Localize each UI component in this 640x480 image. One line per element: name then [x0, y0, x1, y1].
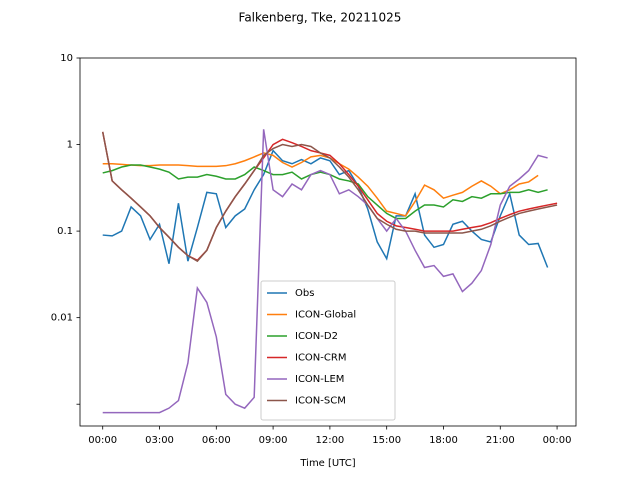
x-tick-label: 06:00 — [202, 435, 231, 446]
x-axis-label: Time [UTC] — [299, 458, 355, 469]
x-tick-label: 03:00 — [145, 435, 174, 446]
legend-label: Obs — [295, 288, 314, 299]
x-tick-label: 18:00 — [429, 435, 458, 446]
y-tick-label: 0.1 — [57, 226, 73, 237]
legend-label: ICON-LEM — [295, 374, 344, 385]
x-tick-label: 09:00 — [259, 435, 288, 446]
series-line — [102, 129, 548, 414]
legend-label: ICON-Global — [295, 310, 356, 321]
series-line — [102, 152, 539, 217]
chart-title: Falkenberg, Tke, 20211025 — [239, 11, 402, 25]
legend-label: ICON-D2 — [295, 331, 338, 342]
plot-frame — [79, 57, 577, 427]
x-tick-label: 00:00 — [543, 435, 572, 446]
series-line — [102, 149, 549, 268]
legend-box — [260, 280, 396, 421]
x-tick-label: 00:00 — [88, 435, 117, 446]
series-line — [101, 131, 558, 263]
x-tick-label: 12:00 — [315, 435, 344, 446]
legend-label: ICON-CRM — [295, 353, 346, 364]
y-tick-label: 10 — [60, 53, 73, 64]
x-tick-label: 21:00 — [486, 435, 515, 446]
legend-label: ICON-SCM — [295, 396, 346, 407]
y-tick-label: 0.01 — [51, 313, 73, 324]
x-tick-label: 15:00 — [372, 435, 401, 446]
y-tick-label: 1 — [67, 140, 73, 151]
